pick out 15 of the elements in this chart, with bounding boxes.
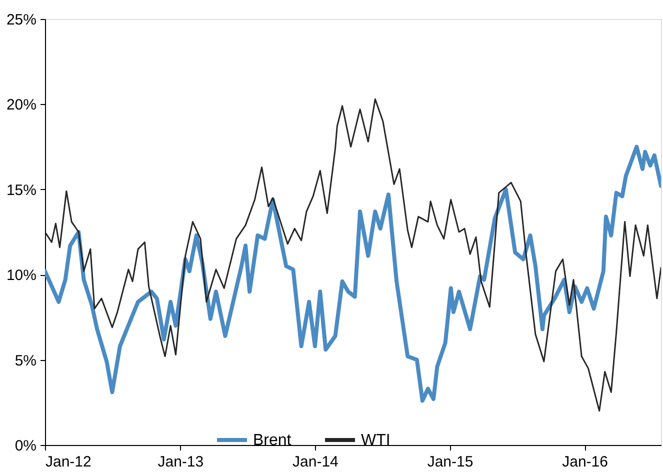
x-tick-label: Jan-16	[562, 454, 608, 470]
y-tick-label: 5%	[14, 352, 36, 370]
x-tick-label: Jan-13	[158, 454, 204, 470]
line-series	[45, 98, 661, 412]
y-tick-label: 15%	[6, 182, 36, 199]
y-tick-label: 20%	[6, 96, 36, 114]
legend-label: WTI	[361, 432, 390, 449]
y-tick-label: 10%	[6, 267, 36, 284]
x-tick-label: Jan-15	[427, 454, 474, 470]
y-tick-label: 0%	[14, 438, 36, 454]
x-tick-label: Jan-14	[292, 454, 338, 470]
line-series	[45, 144, 661, 403]
y-tick-label: 25%	[6, 12, 36, 28]
legend-label: Brent	[253, 432, 292, 449]
x-tick-label: Jan-12	[46, 454, 92, 470]
